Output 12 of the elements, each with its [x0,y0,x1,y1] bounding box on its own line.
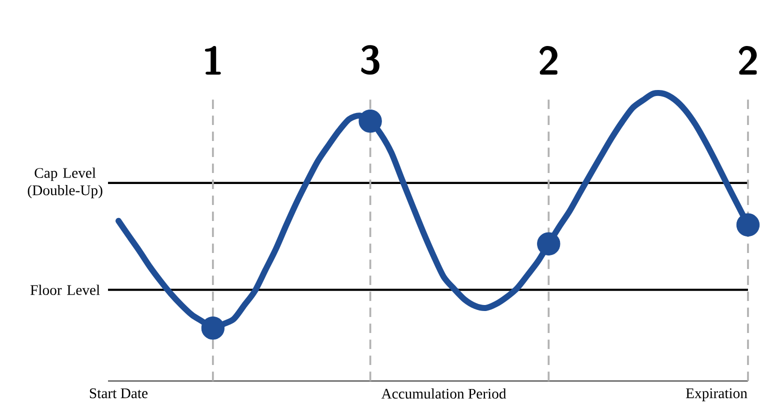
x-tick-label: Start Date [90,388,148,398]
x-tick-label: Accumulation Period [381,388,506,399]
ref-line-label: Cap Level (Double-Up) [28,168,102,198]
ref-line-label: Floor Level [30,284,100,296]
point [537,232,560,256]
point [358,110,382,133]
x-tick-label: Expiration [686,388,748,402]
text: 1 [204,46,221,75]
text: 2 [539,46,558,75]
text: 2 [738,46,757,75]
point [201,316,225,340]
text: 3 [361,45,380,75]
